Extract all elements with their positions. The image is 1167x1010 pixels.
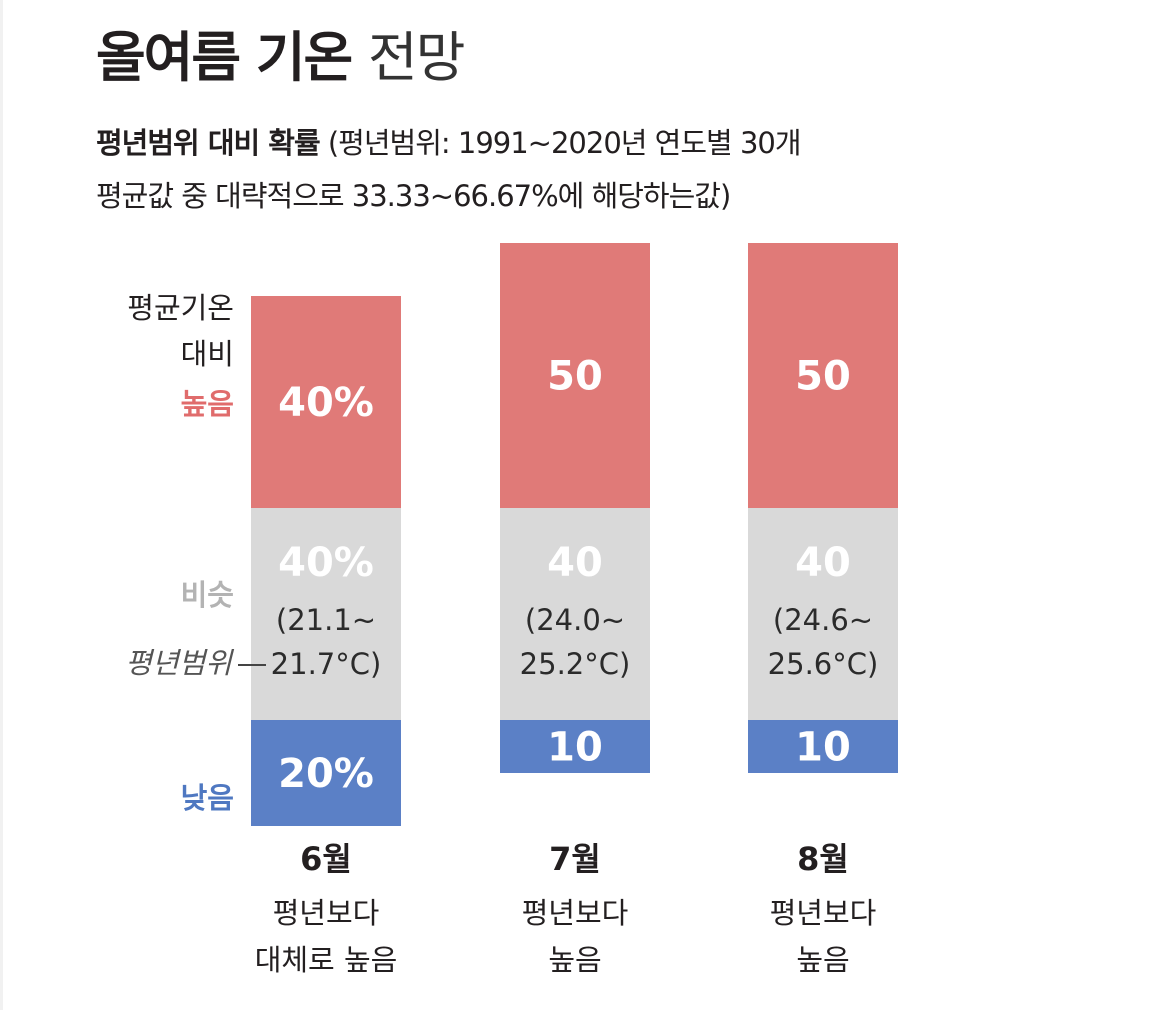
data-label-similar-3: 40 bbox=[795, 540, 851, 586]
normal-range-end-2: 25.2°C) bbox=[520, 647, 631, 681]
subtitle-line-1: 평년범위 대비 확률 (평년범위: 1991~2020년 연도별 30개 bbox=[96, 121, 802, 165]
month-note-line1-1: 평년보다 bbox=[273, 896, 380, 930]
month-label-2: 7월 bbox=[549, 840, 601, 878]
data-label-low-2: 10 bbox=[547, 725, 603, 771]
month-label-3: 8월 bbox=[797, 840, 849, 878]
page-title: 올여름 기온 전망 bbox=[96, 18, 465, 98]
subtitle-line-2: 평균값 중 대략적으로 33.33~66.67%에 해당하는값) bbox=[96, 179, 731, 213]
bar-segment-low-1 bbox=[251, 720, 401, 826]
data-label-high-1: 40% bbox=[278, 380, 374, 426]
row-label-high: 높음 bbox=[181, 387, 234, 421]
data-label-high-3: 50 bbox=[795, 354, 851, 400]
bar-segment-similar-2 bbox=[500, 508, 650, 720]
normal-range-start-3: (24.6~ bbox=[773, 603, 873, 637]
bar-segment-high-1 bbox=[251, 296, 401, 508]
data-label-low-1: 20% bbox=[278, 751, 374, 797]
normal-range-end-3: 25.6°C) bbox=[768, 647, 879, 681]
normal-range-start-1: (21.1~ bbox=[276, 603, 376, 637]
month-note-line2-3: 높음 bbox=[796, 943, 849, 977]
month-note-line1-3: 평년보다 bbox=[770, 896, 877, 930]
normal-range-start-2: (24.0~ bbox=[525, 603, 625, 637]
subtitle-rest: (평년범위: 1991~2020년 연도별 30개 bbox=[327, 126, 802, 160]
month-label-1: 6월 bbox=[300, 840, 352, 878]
bar-segment-similar-3 bbox=[748, 508, 898, 720]
bar-segment-high-2 bbox=[500, 243, 650, 508]
data-label-similar-2: 40 bbox=[547, 540, 603, 586]
row-label-high-line2: 대비 bbox=[181, 337, 234, 371]
subtitle-bold: 평년범위 대비 확률 bbox=[96, 126, 321, 160]
normal-range-end-1: 21.7°C) bbox=[271, 647, 382, 681]
month-note-line1-2: 평년보다 bbox=[522, 896, 629, 930]
bar-segment-low-2 bbox=[500, 720, 650, 773]
row-label-low: 낮음 bbox=[181, 781, 234, 815]
bar-segment-similar-1 bbox=[251, 508, 401, 720]
bar-segment-low-3 bbox=[748, 720, 898, 773]
data-label-similar-1: 40% bbox=[278, 540, 374, 586]
row-label-similar: 비슷 bbox=[181, 578, 234, 612]
title-light: 전망 bbox=[368, 26, 465, 89]
month-note-line2-2: 높음 bbox=[548, 943, 601, 977]
data-label-high-2: 50 bbox=[547, 354, 603, 400]
bar-segment-high-3 bbox=[748, 243, 898, 508]
left-border bbox=[0, 0, 3, 1010]
data-label-low-3: 10 bbox=[795, 725, 851, 771]
title-bold: 올여름 기온 bbox=[96, 26, 353, 89]
row-label-high-line1: 평균기온 bbox=[127, 291, 234, 325]
normal-range-pointer-label: 평년범위 bbox=[125, 646, 234, 680]
month-note-line2-1: 대체로 높음 bbox=[255, 943, 398, 977]
